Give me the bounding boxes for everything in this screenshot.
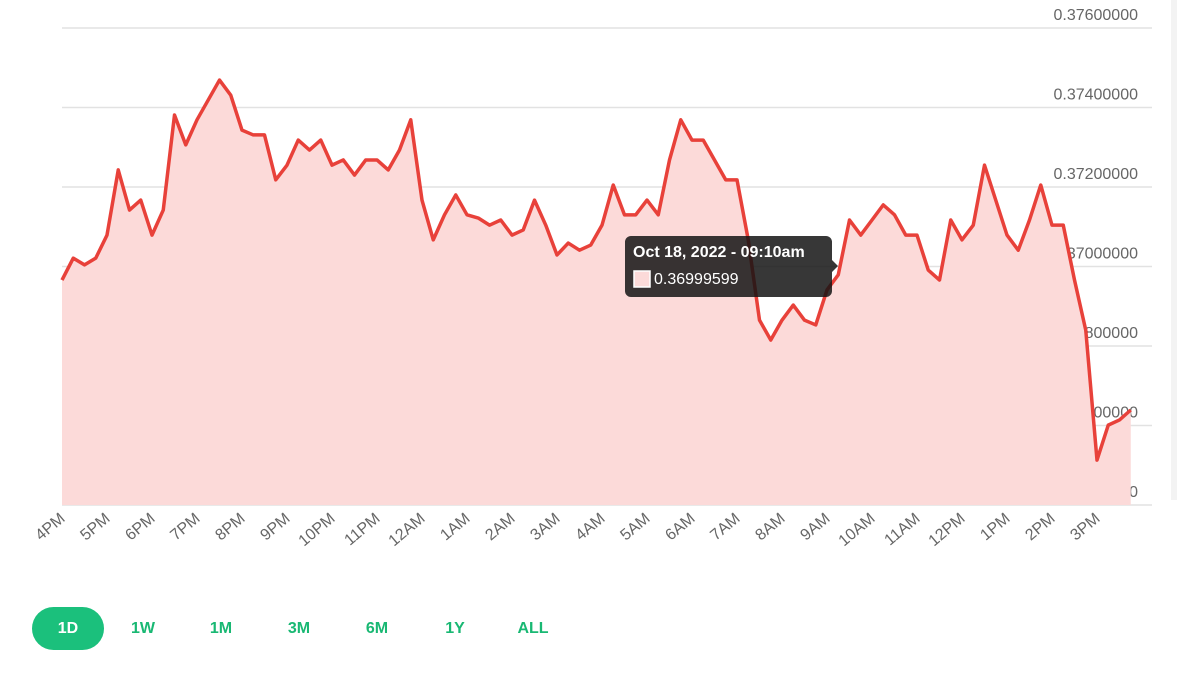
x-tick-label: 10PM [296, 510, 339, 550]
x-tick-label: 1PM [977, 510, 1013, 544]
range-button[interactable]: 1D [32, 607, 104, 650]
x-tick-label: 9AM [797, 510, 833, 544]
y-tick-label: 0.37200000 [1053, 166, 1138, 183]
tooltip-swatch [633, 270, 651, 288]
tooltip-value: 0.36999599 [654, 271, 739, 288]
x-tick-label: 3PM [1067, 510, 1103, 544]
x-tick-label: 10AM [836, 510, 879, 550]
range-button[interactable]: 1M [209, 620, 233, 637]
range-button[interactable]: ALL [517, 620, 549, 637]
x-tick-label: 7PM [167, 510, 203, 544]
x-tick-label: 4PM [32, 510, 68, 544]
x-tick-label: 7AM [707, 510, 743, 544]
x-tick-label: 4AM [572, 510, 608, 544]
tooltip-box [625, 236, 838, 297]
x-tick-label: 9PM [257, 510, 293, 544]
range-buttons: 1D 1W 1M 3M 6M 1Y ALL [32, 607, 572, 650]
x-tick-label: 5PM [77, 510, 113, 544]
x-tick-label: 1AM [437, 510, 473, 544]
x-tick-label: 8PM [212, 510, 248, 544]
area-fill [62, 80, 1131, 505]
tooltip: Oct 18, 2022 - 09:10am 0.36999599 [625, 236, 838, 297]
y-tick-label: 0.37600000 [1053, 7, 1138, 24]
range-button[interactable]: 6M [365, 620, 389, 637]
x-tick-label: 6AM [662, 510, 698, 544]
scrollbar [1171, 0, 1177, 500]
x-tick-label: 11PM [342, 510, 384, 549]
x-tick-label: 11AM [882, 510, 924, 549]
range-button[interactable]: 1W [131, 620, 155, 637]
range-button[interactable]: 1Y [445, 620, 465, 637]
x-tick-label: 12PM [926, 510, 969, 550]
price-line [60, 78, 1132, 462]
x-tick-label: 6PM [122, 510, 158, 544]
x-tick-label: 3AM [527, 510, 563, 544]
x-tick-label: 12AM [386, 510, 429, 550]
range-button[interactable]: 3M [287, 620, 311, 637]
y-tick-label: 0.37000000 [1053, 246, 1138, 263]
x-tick-label: 8AM [752, 510, 788, 544]
x-tick-label: 2AM [482, 510, 518, 544]
chart: 0.364000000.366000000.368000000.37000000… [32, 7, 1152, 550]
y-tick-label: 0.37400000 [1053, 87, 1138, 104]
x-tick-label: 5AM [617, 510, 653, 544]
x-tick-label: 2PM [1022, 510, 1058, 544]
tooltip-title: Oct 18, 2022 - 09:10am [633, 244, 805, 261]
